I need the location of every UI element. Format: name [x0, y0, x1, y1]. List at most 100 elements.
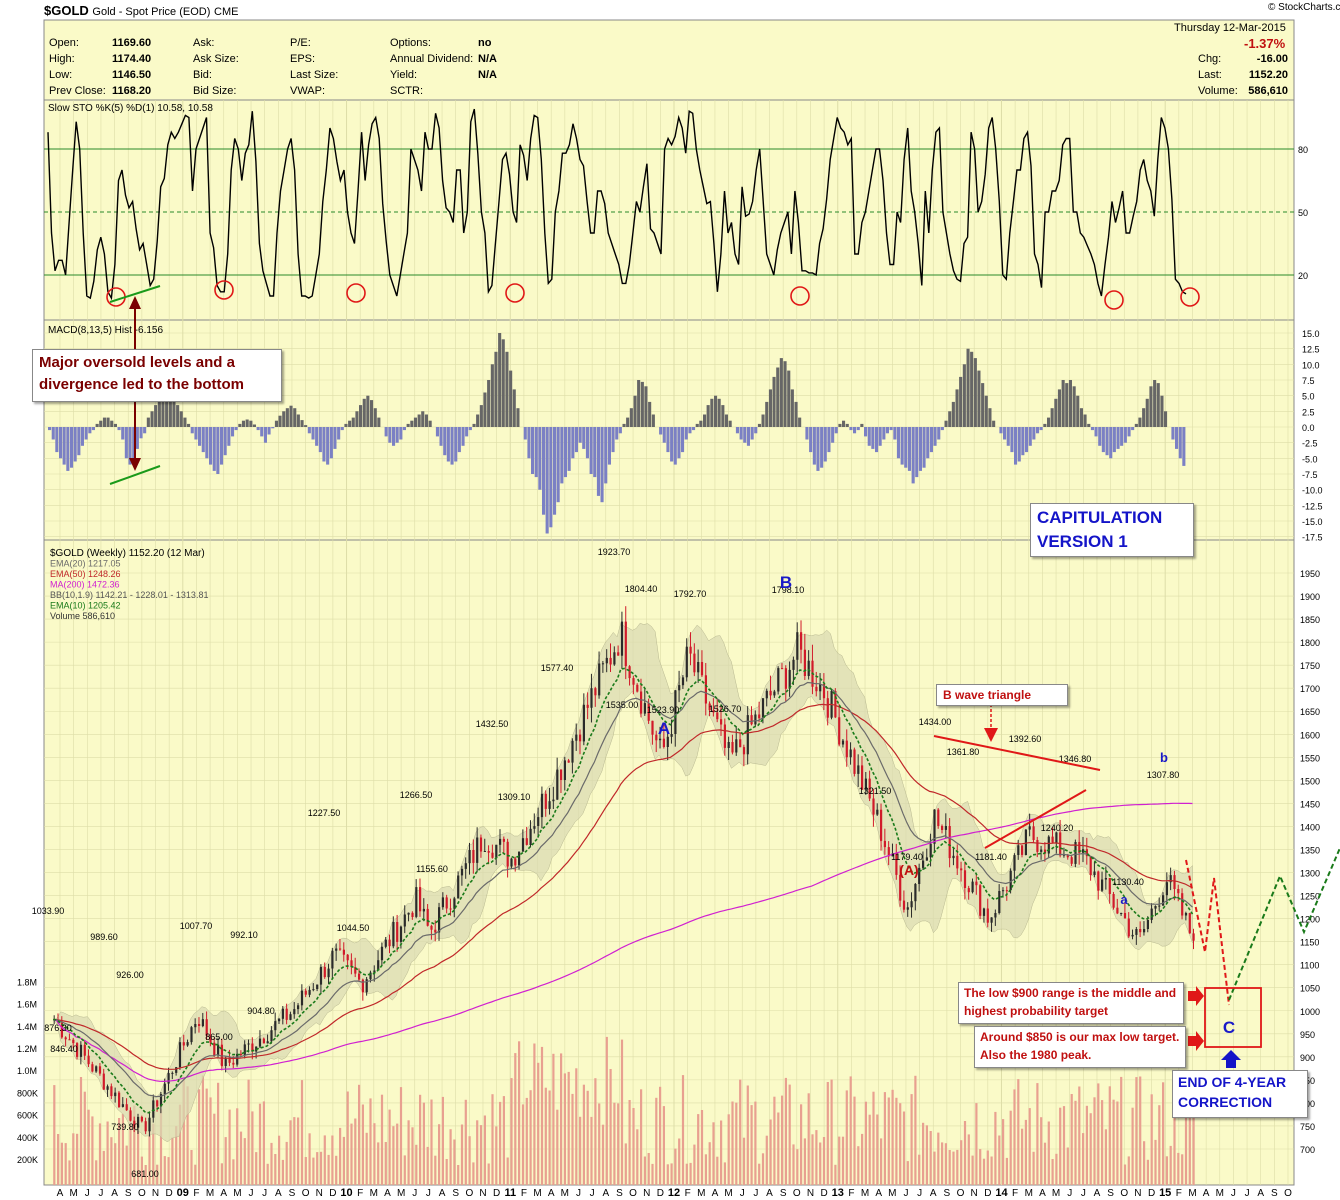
macd-bar [465, 427, 469, 437]
macd-bar [293, 408, 297, 427]
stat-label: Ask Size: [193, 53, 239, 65]
macd-bar [501, 339, 505, 427]
macd-bar [124, 427, 128, 459]
x-tick-label: A [384, 1188, 391, 1199]
macd-bar [1123, 427, 1127, 443]
price-label: 1307.80 [1147, 770, 1180, 780]
volume-bar [899, 1103, 902, 1185]
volume-bar [662, 1106, 665, 1185]
candle-body [975, 881, 978, 886]
price-label: 1526.70 [709, 704, 742, 714]
volume-bar [479, 1125, 483, 1185]
candle-body [902, 900, 906, 910]
macd-bar [274, 420, 278, 427]
candle-body [750, 715, 753, 725]
macd-bar [834, 427, 838, 434]
candle-body [1078, 842, 1081, 853]
volume-bar [1005, 1157, 1008, 1185]
macd-bar [362, 398, 366, 427]
x-tick-label: J [590, 1188, 595, 1199]
macd-bar [604, 427, 608, 484]
x-tick-label: S [125, 1188, 132, 1199]
macd-bar [527, 427, 531, 459]
price-label: 1392.60 [1009, 734, 1042, 744]
volume-bar [91, 1116, 94, 1185]
volume-bar [438, 1124, 441, 1185]
macd-bar [534, 427, 538, 478]
volume-bar [609, 1069, 612, 1185]
candle-body [605, 657, 608, 664]
volume-bar [1078, 1086, 1081, 1185]
volume-bar [826, 1082, 829, 1185]
volume-bar [1002, 1119, 1005, 1185]
macd-bar [1149, 386, 1153, 427]
price-tick-label: 1450 [1300, 799, 1320, 809]
macd-bar [988, 408, 992, 427]
candle-body [1021, 845, 1024, 855]
macd-bar [1057, 389, 1061, 427]
candle-body [807, 660, 810, 676]
volume-bar [365, 1132, 368, 1185]
x-tick-label: 11 [504, 1187, 516, 1199]
candle-body [1002, 890, 1005, 892]
macd-bar [1036, 427, 1040, 434]
candle-body [533, 826, 536, 829]
candle-body [479, 837, 483, 852]
macd-bar [761, 414, 765, 427]
candle-body [773, 691, 776, 696]
volume-bar [1181, 1154, 1184, 1185]
macd-bar [1090, 427, 1094, 431]
candle-body [148, 1117, 151, 1132]
candle-body [68, 1039, 71, 1041]
volume-bar [567, 1071, 570, 1185]
volume-bar [765, 1135, 768, 1185]
volume-bar [98, 1123, 102, 1185]
candle-body [110, 1086, 113, 1097]
x-tick-label: D [493, 1188, 500, 1199]
macd-bar [787, 370, 791, 427]
volume-bar [872, 1091, 875, 1185]
volume-bar [297, 1117, 300, 1185]
oversold-circle [505, 283, 525, 303]
x-tick-label: F [521, 1188, 527, 1199]
volume-bar [845, 1090, 848, 1185]
volume-bar [529, 1090, 532, 1185]
macd-bar [77, 427, 81, 456]
x-tick-label: J [740, 1188, 745, 1199]
candle-body [251, 1043, 254, 1052]
macd-bar [790, 389, 794, 427]
volume-bar [392, 1126, 395, 1185]
x-tick-label: 15 [1159, 1187, 1171, 1199]
x-tick-label: M [533, 1188, 541, 1199]
volume-bar [1059, 1107, 1062, 1185]
macd-bar [421, 411, 425, 427]
macd-bar [703, 414, 707, 427]
oversold-circle [790, 286, 810, 306]
candle-body [876, 809, 879, 815]
candle-body [369, 972, 372, 980]
candle-body [403, 914, 406, 927]
candle-body [560, 769, 563, 780]
candle-body [803, 649, 806, 676]
macd-bar [904, 427, 908, 468]
ema20-line [53, 681, 1193, 1098]
stat-label: Yield: [390, 69, 418, 81]
macd-bar [446, 427, 450, 462]
volume-bar [426, 1146, 429, 1185]
oversold-circle [1180, 287, 1200, 307]
volume-bar [1139, 1076, 1142, 1185]
volume-bar [83, 1091, 86, 1185]
x-tick-label: M [233, 1188, 241, 1199]
x-tick-label: A [439, 1188, 446, 1199]
candle-body [377, 960, 380, 971]
candle-body [121, 1104, 124, 1107]
macd-bar [798, 417, 802, 427]
candle-body [319, 966, 323, 985]
macd-bar [607, 427, 611, 465]
volume-bar [87, 1109, 90, 1185]
macd-bar [553, 427, 557, 515]
macd-bar [746, 427, 750, 446]
macd-bar [867, 427, 871, 446]
volume-bar [960, 1140, 963, 1185]
price-label: 1181.40 [975, 852, 1007, 862]
